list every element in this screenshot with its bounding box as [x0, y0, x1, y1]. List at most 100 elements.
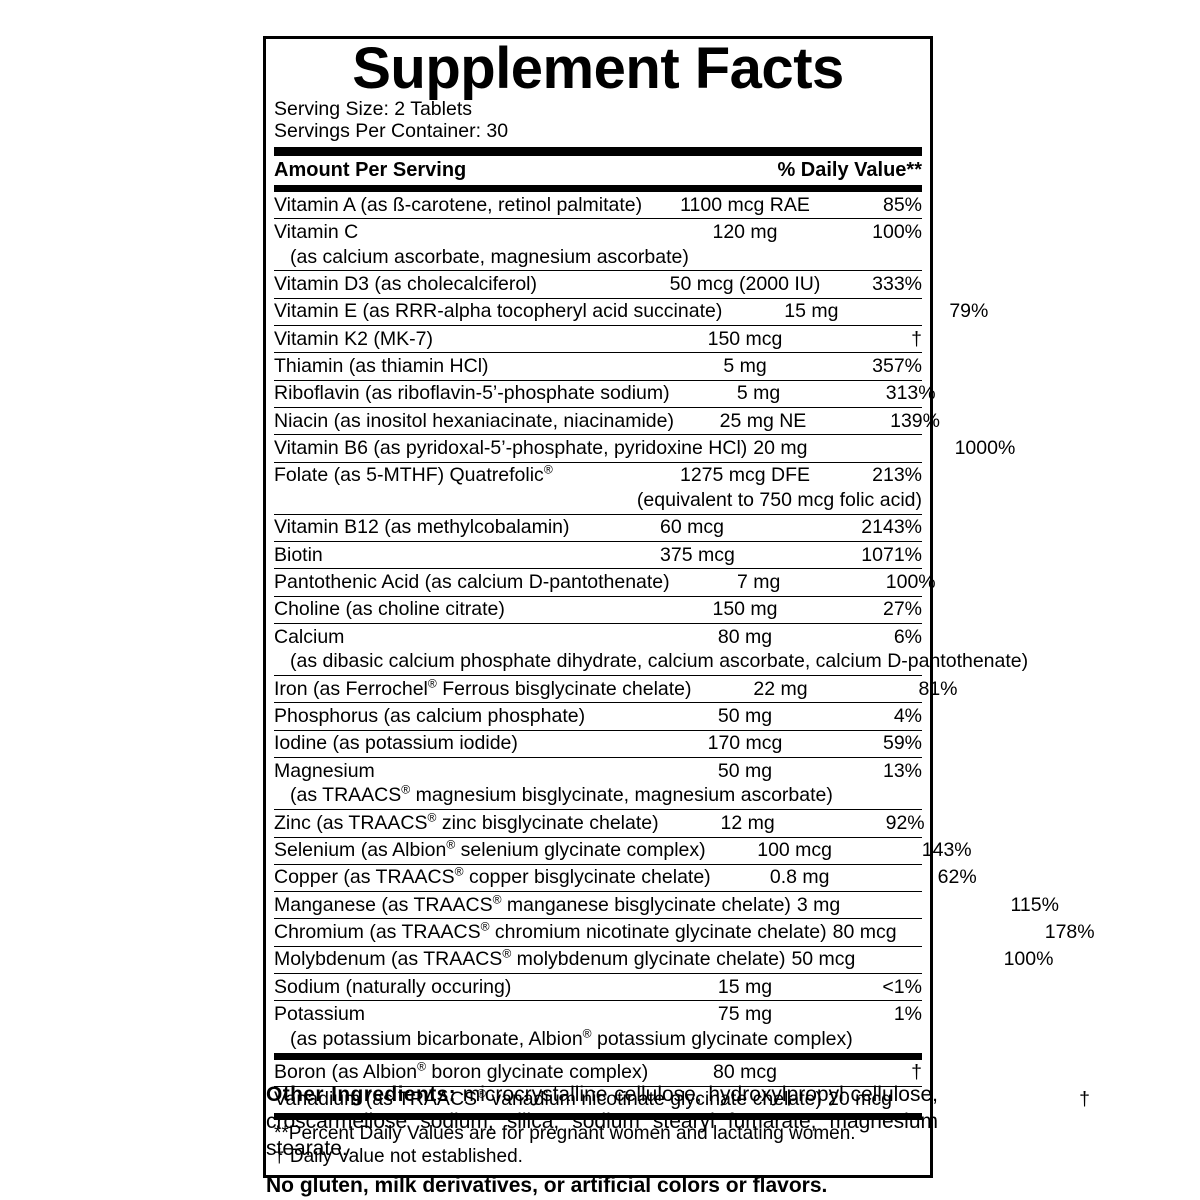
amount-per-serving-header: Amount Per Serving [274, 159, 467, 182]
table-row: Riboflavin (as riboflavin-5’-phosphate s… [274, 379, 936, 407]
nutrient-amount: 15 mg [717, 975, 773, 998]
table-row: Sodium (naturally occuring) 15 mg <1% [274, 973, 922, 1000]
nutrient-name: Magnesium [274, 759, 375, 782]
table-row: Vitamin D3 (as cholecalciferol) 50 mcg (2… [274, 270, 922, 297]
table-row: Vitamin B6 (as pyridoxal-5’-phosphate, p… [274, 434, 1015, 461]
table-row: Vitamin A (as ß-carotene, retinol palmit… [274, 192, 922, 218]
nutrient-amount: 170 mcg [707, 732, 783, 755]
nutrient-amount: 7 mg [736, 570, 781, 593]
nutrient-daily-value: 92% [885, 811, 925, 834]
nutrient-name: Potassium [274, 1002, 366, 1025]
footnotes: **Percent Daily Values are for pregnant … [274, 1120, 922, 1171]
nutrient-name: Iron (as Ferrochel® Ferrous bisglycinate… [274, 676, 692, 700]
nutrient-amount: 50 mcg (2000 IU) [669, 272, 821, 295]
nutrient-daily-value: 6% [893, 625, 922, 648]
nutrient-daily-value: 143% [921, 839, 972, 862]
nutrient-name: Molybdenum (as TRAACS® molybdenum glycin… [274, 946, 786, 971]
nutrient-amount: 5 mg [723, 354, 767, 377]
nutrient-daily-value: 178% [1044, 920, 1095, 943]
nutrient-daily-value: <1% [882, 975, 922, 998]
table-row: Iodine (as potassium iodide) 170 mcg 59% [274, 729, 922, 757]
nutrient-name: Iodine (as potassium iodide) [274, 732, 518, 755]
table-row: Copper (as TRAACS® copper bisglycinate c… [274, 863, 977, 891]
divider-thick-bottom [274, 1113, 922, 1121]
nutrient-daily-value: 79% [949, 300, 989, 323]
nutrient-amount: 50 mg [717, 704, 773, 727]
nutrient-daily-value: 115% [1010, 893, 1059, 916]
nutrient-name: Copper (as TRAACS® copper bisglycinate c… [274, 864, 711, 889]
table-row: Magnesium 50 mg 13% [274, 757, 922, 784]
nutrient-daily-value: 1% [893, 1002, 922, 1025]
nutrient-amount: 50 mg [717, 759, 773, 782]
nutrient-daily-value: 139% [890, 409, 940, 432]
table-row: Vitamin B12 (as methylcobalamin) 60 mcg 21… [274, 513, 922, 541]
nutrient-table: Vitamin A (as ß-carotene, retinol palmit… [274, 192, 1095, 1053]
supplement-facts-panel: Supplement Facts Serving Size: 2 Tablets… [263, 36, 1095, 1178]
nutrient-source-detail: (as TRAACS® magnesium bisglycinate, magn… [290, 782, 833, 807]
table-row: Thiamin (as thiamin HCl) 5 mg 357% [274, 352, 922, 379]
nutrient-name: Pantothenic Acid (as calcium D-pantothen… [274, 570, 670, 593]
nutrient-amount: 12 mg [720, 811, 775, 834]
nutrient-name: Vitamin B12 (as methylcobalamin) [274, 516, 570, 539]
nutrient-name: Calcium [274, 625, 345, 648]
footnote-dagger: † Daily Value not established. [274, 1145, 523, 1167]
nutrient-name: Vanadium (as TRAACS® vanadium nicotinate… [274, 1086, 822, 1111]
nutrient-name: Vitamin K2 (MK-7) [274, 327, 433, 350]
nutrient-daily-value: † [1079, 1088, 1090, 1111]
nutrient-name: Choline (as choline citrate) [274, 598, 505, 621]
nutrient-name: Niacin (as inositol hexaniacinate, niaci… [274, 409, 674, 432]
table-row: Vitamin E (as RRR-alpha tocopheryl acid … [274, 297, 988, 325]
nutrient-amount: 5 mg [736, 382, 781, 405]
table-row: Choline (as choline citrate) 150 mg 27% [274, 595, 922, 623]
divider-thick-top [274, 147, 922, 157]
nutrient-daily-value: 100% [872, 220, 922, 243]
nutrient-amount: 60 mcg [660, 516, 724, 539]
other-ingredients-block: Other Ingredients: microcrystalline cell… [266, 1082, 938, 1199]
table-row: Manganese (as TRAACS® manganese bisglyci… [274, 891, 1059, 918]
nutrient-amount: 25 mg NE [719, 409, 807, 432]
nutrient-daily-value: 81% [918, 677, 958, 700]
nutrient-amount: 1100 mcg RAE [680, 193, 810, 216]
nutrient-daily-value: 62% [937, 866, 977, 889]
footnote-daily-values: **Percent Daily Values are for pregnant … [274, 1123, 856, 1145]
nutrient-amount: 75 mg [717, 1002, 773, 1025]
nutrient-table-secondary: Boron (as Albion® boron glycinate comple… [274, 1060, 1090, 1114]
nutrient-daily-value: † [911, 1061, 922, 1084]
nutrient-amount: 3 mg [796, 893, 841, 916]
other-ingredients: Other Ingredients: microcrystalline cell… [266, 1082, 938, 1163]
nutrient-daily-value: 27% [882, 598, 922, 621]
table-row: Potassium 75 mg 1% [274, 1000, 922, 1027]
daily-value-header: % Daily Value** [777, 159, 922, 182]
nutrient-daily-value: 357% [872, 354, 922, 377]
table-row: Biotin 375 mcg 1071% [274, 541, 922, 568]
nutrient-name: Vitamin A (as ß-carotene, retinol palmit… [274, 193, 643, 216]
table-row: Iron (as Ferrochel® Ferrous bisglycinate… [274, 675, 958, 702]
nutrient-amount: 15 mg [784, 300, 839, 323]
table-row: Calcium 80 mg 6% [274, 623, 922, 650]
nutrient-amount: 375 mcg [660, 543, 735, 566]
nutrient-amount: 80 mcg [713, 1061, 777, 1084]
table-row: Molybdenum (as TRAACS® molybdenum glycin… [274, 945, 1053, 973]
nutrient-equivalent-note: (equivalent to 750 mcg folic acid) [636, 488, 922, 511]
nutrient-daily-value: 313% [885, 382, 936, 405]
nutrient-daily-value: 1071% [861, 543, 922, 566]
nutrient-name: Manganese (as TRAACS® manganese bisglyci… [274, 892, 791, 916]
nutrient-name: Vitamin C [274, 220, 359, 243]
nutrient-amount: 150 mcg [707, 327, 783, 350]
nutrient-daily-value: 4% [893, 704, 922, 727]
nutrient-name: Riboflavin (as riboflavin-5’-phosphate s… [274, 382, 670, 405]
nutrient-amount: 80 mcg [832, 920, 897, 943]
nutrient-amount: 20 mcg [827, 1088, 892, 1111]
nutrient-source-detail: (as dibasic calcium phosphate dihydrate,… [290, 650, 1029, 673]
nutrient-daily-value: 333% [872, 272, 922, 295]
nutrient-daily-value: 100% [1003, 948, 1054, 971]
nutrient-amount: 120 mg [712, 220, 778, 243]
nutrient-daily-value: 2143% [861, 516, 922, 539]
nutrient-amount: 50 mcg [791, 948, 856, 971]
table-column-headers: Amount Per Serving % Daily Value** [274, 156, 922, 185]
table-row: Vitamin C 120 mg 100% [274, 218, 922, 245]
nutrient-name: Chromium (as TRAACS® chromium nicotinate… [274, 919, 827, 943]
nutrient-daily-value: 85% [882, 193, 922, 216]
nutrient-amount: 1275 mcg DFE [679, 464, 811, 487]
other-ingredients-text: microcrystalline cellulose, hydroxylprop… [266, 1083, 939, 1160]
